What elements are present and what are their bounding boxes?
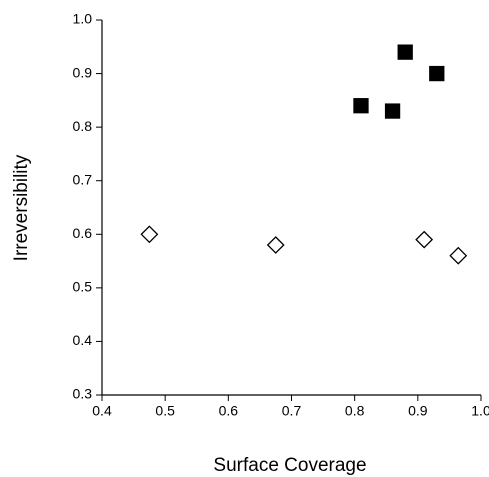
x-tick-label: 0.9 <box>408 403 428 419</box>
y-tick-label: 0.8 <box>73 118 93 134</box>
x-tick-label: 0.4 <box>92 403 112 419</box>
point <box>384 103 401 119</box>
x-tick-label: 1.0 <box>471 403 489 419</box>
y-tick-label: 0.9 <box>73 64 93 80</box>
y-tick-label: 0.4 <box>73 332 93 348</box>
x-tick-label: 0.8 <box>345 403 365 419</box>
point <box>140 225 159 244</box>
x-axis-title: Surface Coverage <box>213 455 366 476</box>
x-tick-label: 0.6 <box>219 403 239 419</box>
point <box>449 246 468 265</box>
x-tick-label: 0.7 <box>282 403 302 419</box>
y-tick-label: 0.3 <box>73 386 93 402</box>
y-axis-title: Irreversibility <box>11 154 32 261</box>
y-tick-label: 0.7 <box>73 171 93 187</box>
point <box>415 230 434 249</box>
x-tick-label: 0.5 <box>155 403 175 419</box>
y-tick-label: 0.6 <box>73 225 93 241</box>
point <box>353 98 369 114</box>
point <box>266 236 285 254</box>
point <box>429 65 445 82</box>
y-tick-label: 0.5 <box>73 279 93 295</box>
y-tick-label: 1.0 <box>73 11 93 27</box>
point <box>397 44 413 60</box>
